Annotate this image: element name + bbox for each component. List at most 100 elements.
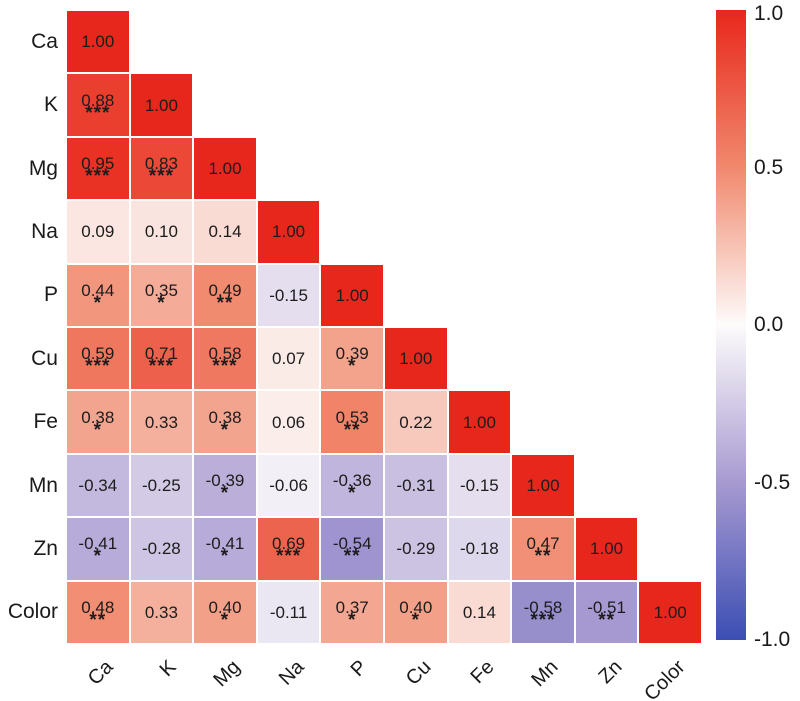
cell-value: 0.48	[81, 597, 115, 617]
cell-significance: ***	[276, 546, 302, 568]
heatmap-cell-zn-ca: -0.41 *	[67, 518, 129, 580]
cell-value: -0.41	[205, 534, 245, 554]
cell-significance: *	[157, 292, 166, 314]
colorbar-tick-0.0: 0.0	[754, 313, 784, 336]
heatmap-cell-mn-ca: -0.34	[67, 454, 129, 517]
heatmap-cell-zn-k: -0.28	[130, 518, 193, 580]
heatmap-cell-mn-fe: -0.15	[448, 454, 511, 517]
row-label-na: Na	[31, 219, 58, 243]
heatmap-cell-zn-mn: 0.47 **	[512, 518, 574, 580]
heatmap-cell-color-mg: 0.40 *	[194, 581, 256, 643]
heatmap-cell-mn-mg: -0.39 *	[194, 454, 256, 517]
cell-value: 1.00	[335, 285, 369, 305]
cell-value: 1.00	[462, 412, 496, 432]
heatmap-cell-zn-zn: 1.00	[575, 518, 638, 580]
cell-significance: *	[220, 419, 230, 441]
cell-significance: *	[220, 546, 230, 568]
cell-value: 0.35	[144, 280, 178, 300]
cell-value: -0.41	[78, 534, 118, 554]
cell-significance: ***	[148, 356, 174, 378]
heatmap-cell-color-k: 0.33	[130, 581, 193, 643]
cell-value: 1.00	[144, 95, 178, 115]
cell-value: 0.71	[144, 344, 178, 364]
heatmap-cell-fe-na: 0.06	[257, 391, 320, 453]
row-label-ca: Ca	[31, 29, 58, 53]
heatmap-cell-zn-cu: -0.29	[385, 518, 447, 580]
cell-value: -0.15	[460, 475, 499, 495]
cell-significance: **	[89, 609, 107, 631]
heatmap-cell-color-fe: 0.14	[448, 581, 511, 643]
heatmap-cell-color-cu: 0.40 *	[385, 581, 447, 643]
cell-value: -0.06	[269, 475, 308, 495]
cell-value: 0.49	[208, 280, 242, 300]
cell-value: 1.00	[81, 32, 115, 52]
cell-value: 0.22	[399, 412, 433, 432]
cell-significance: **	[534, 546, 552, 568]
heatmap-cell-zn-na: 0.69 ***	[257, 518, 320, 580]
heatmap-cell-fe-fe: 1.00	[448, 391, 511, 453]
heatmap-cell-cu-k: 0.71 ***	[130, 328, 193, 390]
heatmap-cell-color-na: -0.11	[257, 581, 320, 643]
row-label-k: K	[43, 93, 58, 117]
cell-value: 0.40	[208, 597, 242, 617]
cell-significance: *	[347, 482, 357, 504]
heatmap-cell-color-p: 0.37 *	[321, 581, 383, 643]
cell-significance: **	[598, 609, 615, 631]
heatmap-cell-p-na: -0.15	[257, 264, 320, 326]
cell-value: -0.58	[523, 597, 563, 617]
heatmap-cell-fe-p: 0.53 **	[321, 391, 383, 453]
heatmap-cell-zn-mg: -0.41 *	[194, 518, 256, 580]
cell-significance: *	[220, 482, 230, 504]
cell-significance: ***	[85, 165, 111, 187]
heatmap-cell-mn-p: -0.36 *	[321, 454, 383, 517]
heatmap-cell-fe-cu: 0.22	[385, 391, 447, 453]
heatmap-cell-na-ca: 0.09	[67, 201, 129, 263]
heatmap-cell-color-mn: -0.58 ***	[512, 581, 574, 643]
cell-value: 0.53	[335, 407, 369, 427]
cell-significance: *	[93, 292, 102, 314]
heatmap-cell-color-zn: -0.51 **	[575, 581, 638, 643]
cell-value: 0.83	[144, 153, 178, 173]
heatmap-cell-color-ca: 0.48 **	[67, 581, 129, 643]
cell-significance: ***	[85, 356, 111, 378]
cell-value: 0.39	[335, 344, 369, 364]
cell-value: -0.54	[332, 534, 372, 554]
heatmap-cell-mg-mg: 1.00	[194, 137, 256, 200]
heatmap-cell-na-mg: 0.14	[194, 201, 256, 263]
heatmap-cell-mn-mn: 1.00	[512, 454, 574, 517]
row-label-mg: Mg	[28, 156, 58, 180]
cell-value: 0.58	[208, 344, 242, 364]
heatmap-cell-fe-ca: 0.38 *	[67, 391, 129, 453]
cell-value: 0.37	[335, 597, 369, 617]
row-label-zn: Zn	[33, 536, 58, 560]
cell-value: 0.38	[81, 407, 115, 427]
cell-value: -0.34	[78, 475, 118, 495]
heatmap-cell-mg-k: 0.83 ***	[130, 137, 193, 200]
colorbar	[716, 10, 746, 640]
cell-value: -0.39	[205, 470, 245, 490]
cell-value: 0.06	[272, 412, 306, 432]
heatmap-cell-cu-na: 0.07	[257, 328, 320, 390]
heatmap-cell-cu-ca: 0.59 ***	[67, 328, 129, 390]
heatmap-cell-color-color: 1.00	[639, 581, 701, 643]
cell-significance: ***	[530, 609, 556, 631]
cell-value: 0.14	[462, 602, 496, 622]
heatmap-cell-fe-mg: 0.38 *	[194, 391, 256, 453]
cell-significance: *	[93, 419, 102, 441]
cell-value: 0.59	[81, 344, 115, 364]
cell-significance: **	[343, 419, 361, 441]
heatmap-cell-na-k: 0.10	[130, 201, 193, 263]
colorbar-tick--0.5: -0.5	[754, 470, 791, 494]
heatmap-cell-zn-p: -0.54 **	[321, 518, 383, 580]
cell-value: 1.00	[272, 222, 306, 242]
row-label-p: P	[43, 283, 58, 307]
heatmap-cell-k-k: 1.00	[130, 74, 193, 136]
col-label-ca: Ca	[83, 656, 118, 690]
heatmap-cell-mn-k: -0.25	[130, 454, 193, 517]
heatmap-cell-p-k: 0.35 *	[130, 264, 193, 326]
cell-significance: *	[93, 546, 102, 568]
cell-value: 0.33	[144, 602, 178, 622]
heatmap-cell-p-p: 1.00	[321, 264, 383, 326]
cell-value: 0.40	[399, 597, 433, 617]
